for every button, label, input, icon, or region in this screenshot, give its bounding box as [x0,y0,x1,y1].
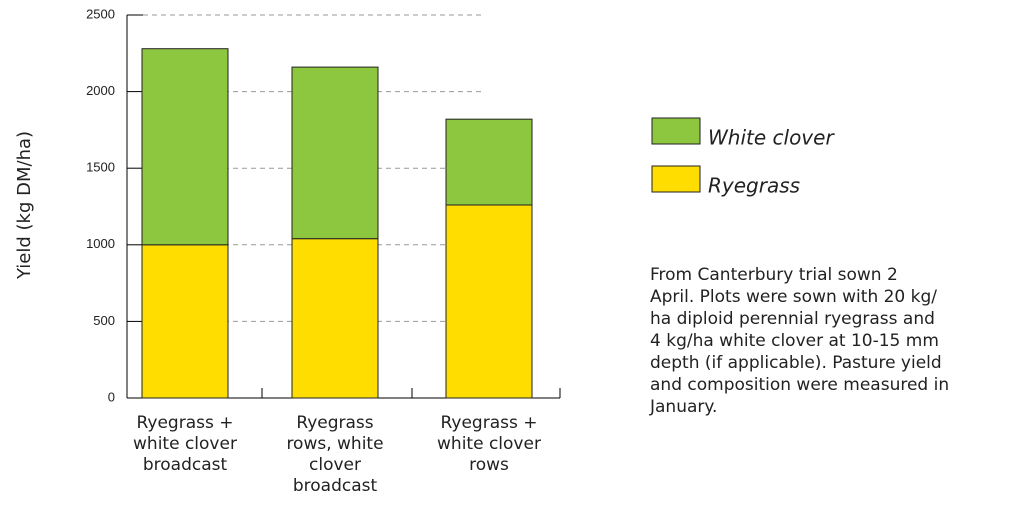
bar-segment [445,204,533,399]
annotation: April. Plots were sown with 20 kg/ [650,287,937,307]
x-tick-label: white clover [437,434,541,454]
bar-segment [291,238,379,399]
legend-label: Ryegrass [708,174,800,198]
x-tick-label: white clover [133,434,237,454]
y-tick-label: 1500 [86,160,115,175]
bar-segment [141,48,229,246]
x-tick-label: broadcast [293,476,378,496]
legend-swatch [651,117,701,145]
annotation: depth (if applicable). Pasture yield [650,353,942,373]
legend-swatch [651,165,701,193]
y-tick-label: 0 [108,389,115,404]
y-axis-label: Yield (kg DM/ha) [14,131,35,280]
annotation: ha diploid perennial ryegrass and [650,309,935,329]
x-tick-label: Ryegrass + [441,413,538,433]
x-tick-label: rows [469,455,509,475]
y-tick-label: 500 [93,313,115,328]
y-tick-label: 2500 [86,6,115,21]
x-tick-label: broadcast [143,455,228,475]
bar-segment [445,118,533,206]
x-tick-label: Ryegrass [296,413,373,433]
annotation: 4 kg/ha white clover at 10-15 mm [650,331,939,351]
y-tick-label: 2000 [86,83,115,98]
bar-segment [291,66,379,240]
bar-segment [141,244,229,399]
x-tick-label: clover [309,455,361,475]
x-tick-label: rows, white [286,434,383,454]
y-tick-label: 1000 [86,236,115,251]
annotation: and composition were measured in [650,375,949,395]
legend-label: White clover [708,126,835,150]
x-tick-label: Ryegrass + [137,413,234,433]
annotation: From Canterbury trial sown 2 [650,265,898,285]
annotation: January. [649,397,717,417]
